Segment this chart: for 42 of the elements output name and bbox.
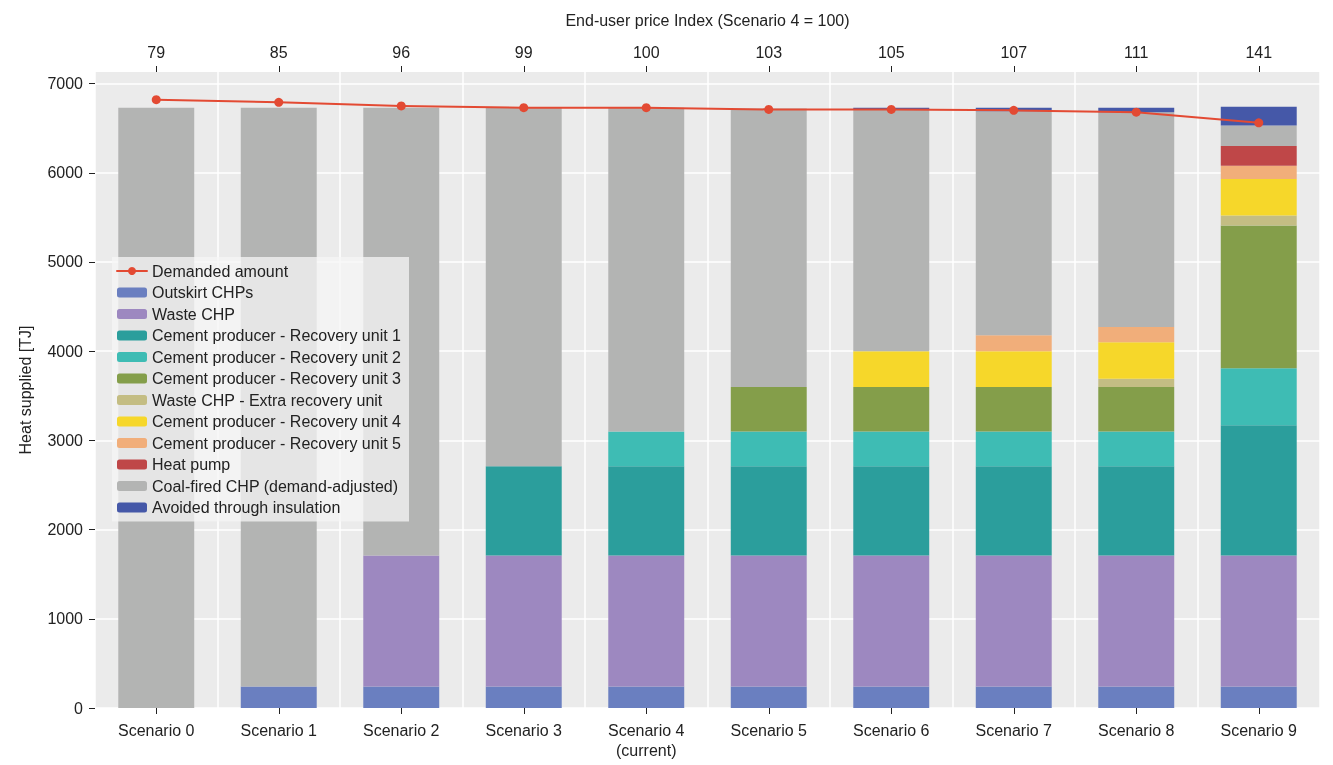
- legend-label: Demanded amount: [152, 262, 289, 280]
- x-tick-label: Scenario 2: [363, 721, 440, 739]
- x-tick-label: Scenario 1: [240, 721, 318, 739]
- x-tick-label: Scenario 0: [118, 721, 195, 739]
- x2-axis-title: End-user price Index (Scenario 4 = 100): [565, 11, 850, 29]
- annotation: 96: [392, 43, 411, 61]
- annotation: 99: [514, 43, 533, 61]
- x-tick-label: Scenario 7: [975, 721, 1053, 739]
- legend-label: Outskirt CHPs: [152, 284, 254, 301]
- legend-label: Cement producer - Recovery unit 3: [152, 370, 402, 387]
- y-tick-label: 3000: [47, 431, 84, 449]
- annotation: 103: [755, 43, 783, 61]
- annotation: 100: [632, 43, 660, 61]
- annotation: 79: [147, 43, 166, 61]
- legend-label: Avoided through insulation: [152, 499, 341, 516]
- y-axis-title: Heat supplied [TJ]: [16, 325, 34, 455]
- y-tick-label: 4000: [47, 342, 84, 360]
- annotation: 85: [269, 43, 288, 61]
- annotation: 141: [1245, 43, 1273, 61]
- legend-label: Heat pump: [152, 456, 231, 473]
- legend-label: Cement producer - Recovery unit 1: [152, 327, 402, 344]
- y-tick-label: 6000: [47, 164, 84, 182]
- annotation: 105: [877, 43, 905, 61]
- x-tick-label: Scenario 5: [730, 721, 808, 739]
- x-tick-label: Scenario 3: [485, 721, 563, 739]
- y-tick-label: 5000: [47, 253, 84, 271]
- y-tick-label: 0: [74, 699, 84, 717]
- y-tick-label: 7000: [47, 75, 84, 93]
- legend-label: Waste CHP - Extra recovery unit: [152, 391, 383, 409]
- legend-label: Waste CHP: [152, 305, 235, 323]
- legend-label: Cement producer - Recovery unit 4: [152, 413, 402, 430]
- annotation: 107: [1000, 43, 1028, 61]
- legend-label: Cement producer - Recovery unit 5: [152, 434, 402, 452]
- x-tick-label: Scenario 8: [1098, 721, 1175, 739]
- y-tick-label: 2000: [47, 521, 84, 539]
- annotation: 111: [1124, 43, 1149, 61]
- legend-label: Cement producer - Recovery unit 2: [152, 348, 402, 366]
- legend-label: Coal-fired CHP (demand-adjusted): [152, 477, 399, 495]
- x-tick-label: Scenario 4 (current): [608, 721, 685, 759]
- y-tick-label: 1000: [47, 610, 84, 628]
- x-tick-label: Scenario 6: [853, 721, 930, 739]
- x-tick-label: Scenario 9: [1220, 721, 1298, 739]
